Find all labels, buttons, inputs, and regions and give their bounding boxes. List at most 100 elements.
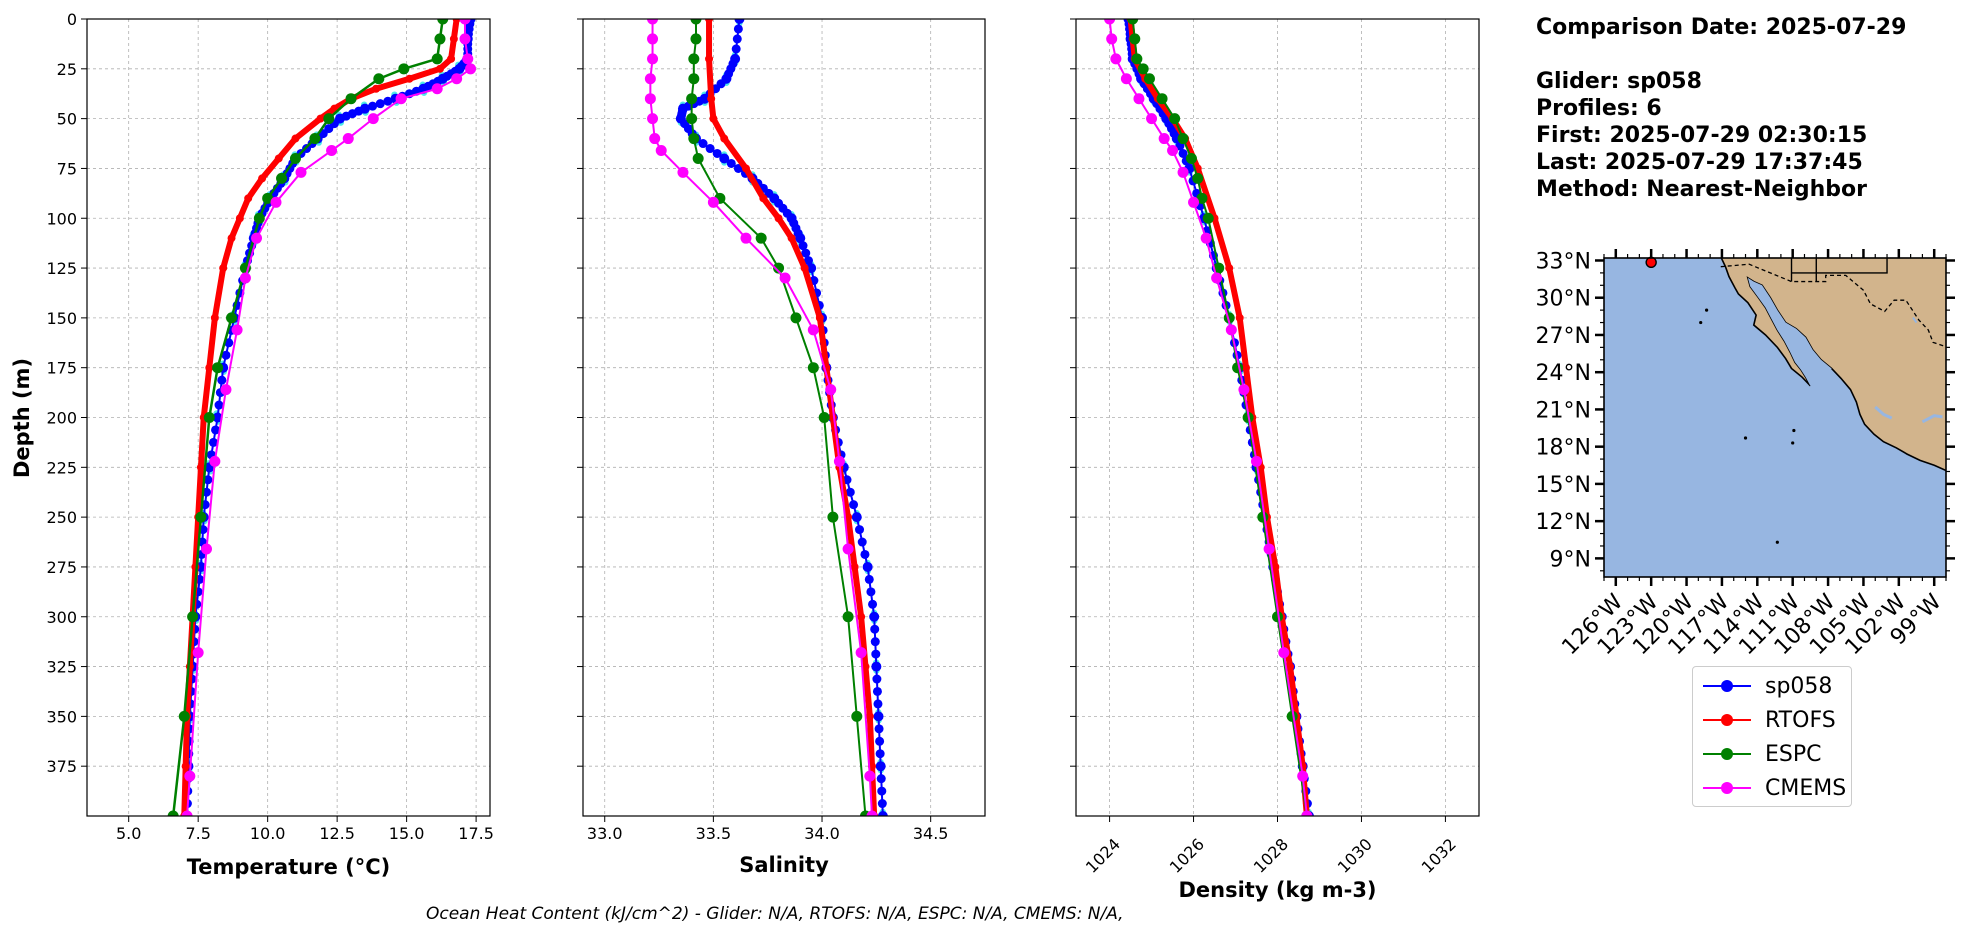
series-point-cmems bbox=[647, 53, 659, 65]
series-point-cmems bbox=[1158, 133, 1170, 145]
map-lat-label: 30°N bbox=[1536, 287, 1591, 312]
series-point-sp058 bbox=[873, 711, 884, 722]
series-point-cmems bbox=[295, 166, 307, 178]
series-point-sp058 bbox=[1169, 129, 1179, 139]
map-river bbox=[1912, 316, 1918, 324]
series-point-cmems bbox=[647, 33, 659, 45]
map-lat-label: 33°N bbox=[1536, 249, 1591, 274]
legend-label-sp058: sp058 bbox=[1765, 673, 1833, 699]
series-point-sp058 bbox=[375, 99, 385, 109]
series-point-sp058 bbox=[221, 350, 231, 360]
series-point-cmems bbox=[1120, 73, 1132, 85]
series-point-espc bbox=[203, 412, 215, 423]
x-axis-label: Salinity bbox=[739, 853, 829, 877]
y-tick-label: 150 bbox=[46, 309, 77, 328]
series-point-rtofs bbox=[372, 84, 381, 93]
series-point-espc bbox=[827, 511, 839, 523]
series-point-sp058 bbox=[726, 158, 736, 168]
series-point-cmems bbox=[220, 384, 232, 396]
map-lat-label: 12°N bbox=[1536, 510, 1591, 535]
x-tick-label: 17.5 bbox=[458, 824, 494, 843]
series-point-sp058 bbox=[719, 153, 730, 164]
series-point-cmems bbox=[201, 543, 213, 555]
panel-1-grid bbox=[87, 18, 490, 816]
series-point-sp058 bbox=[877, 811, 888, 816]
series-point-espc bbox=[1129, 33, 1141, 45]
series-point-espc bbox=[1257, 511, 1269, 523]
series-point-sp058 bbox=[874, 724, 884, 734]
x-tick-label: 15.0 bbox=[389, 824, 425, 843]
series-point-espc bbox=[818, 412, 830, 423]
series-point-sp058 bbox=[877, 799, 887, 809]
series-point-sp058 bbox=[211, 425, 221, 435]
x-axis-label: Temperature (°C) bbox=[187, 855, 390, 879]
series-point-espc bbox=[1202, 212, 1214, 224]
series-point-cmems bbox=[326, 145, 338, 157]
series-point-sp058 bbox=[849, 500, 859, 510]
series-point-rtofs bbox=[705, 54, 714, 63]
y-tick-label: 50 bbox=[57, 110, 77, 129]
profile-point-cyan bbox=[185, 817, 191, 823]
legend-item-cmems: CMEMS bbox=[1701, 773, 1846, 803]
series-point-sp058 bbox=[732, 34, 742, 44]
series-point-cmems bbox=[1225, 324, 1237, 336]
series-point-rtofs bbox=[181, 762, 190, 771]
series-point-cmems bbox=[740, 232, 752, 244]
series-point-rtofs bbox=[759, 194, 768, 203]
series-point-espc bbox=[807, 362, 819, 374]
series-point-rtofs bbox=[244, 194, 253, 203]
map-lat-label: 18°N bbox=[1536, 436, 1591, 461]
series-point-cmems bbox=[431, 83, 443, 95]
series-point-cmems bbox=[842, 543, 854, 555]
series-point-cmems bbox=[866, 810, 878, 816]
series-point-sp058 bbox=[871, 661, 882, 672]
legend-item-rtofs: RTOFS bbox=[1701, 705, 1836, 735]
series-point-rtofs bbox=[196, 463, 205, 472]
panel-3-series bbox=[1104, 19, 1314, 816]
series-point-sp058 bbox=[851, 512, 862, 523]
series-point-espc bbox=[790, 312, 802, 324]
panel-2-grid bbox=[583, 18, 985, 816]
map-lat-label: 21°N bbox=[1536, 398, 1591, 423]
series-point-espc bbox=[1196, 192, 1208, 204]
map-island bbox=[1705, 308, 1709, 312]
series-point-cmems bbox=[181, 810, 193, 816]
series-point-rtofs bbox=[1271, 562, 1280, 571]
series-point-sp058 bbox=[793, 228, 803, 238]
series-point-rtofs bbox=[435, 64, 444, 73]
series-point-espc bbox=[1143, 73, 1155, 85]
map-glider-marker bbox=[1645, 256, 1657, 269]
y-tick-label: 325 bbox=[46, 658, 77, 677]
x-tick-label: 1028 bbox=[1250, 835, 1292, 877]
series-point-sp058 bbox=[872, 686, 882, 696]
series-point-espc bbox=[212, 362, 224, 374]
panel-1-series bbox=[167, 19, 477, 823]
series-point-espc bbox=[262, 192, 274, 204]
series-point-espc bbox=[1169, 113, 1181, 125]
x-tick-label: 34.5 bbox=[913, 824, 949, 843]
ohc-footer: Ocean Heat Content (kJ/cm^2) - Glider: N… bbox=[426, 904, 1124, 924]
map-island bbox=[1699, 320, 1703, 325]
y-axis-label: Depth (m) bbox=[10, 358, 34, 478]
series-point-espc bbox=[755, 232, 767, 244]
series-point-sp058 bbox=[733, 24, 743, 34]
series-point-cmems bbox=[342, 133, 354, 145]
y-tick-label: 225 bbox=[46, 458, 77, 477]
series-point-sp058 bbox=[872, 674, 882, 684]
series-point-rtofs bbox=[741, 164, 750, 173]
profile-point-cyan bbox=[880, 817, 886, 823]
series-point-cmems bbox=[367, 113, 379, 125]
series-point-sp058 bbox=[864, 574, 874, 584]
series-point-rtofs bbox=[787, 234, 796, 243]
series-point-sp058 bbox=[782, 208, 792, 218]
series-point-sp058 bbox=[845, 487, 855, 497]
series-point-espc bbox=[688, 53, 700, 65]
y-tick-label: 75 bbox=[57, 159, 77, 178]
info-method: Method: Nearest-Neighbor bbox=[1536, 177, 1867, 202]
series-point-rtofs bbox=[452, 19, 461, 23]
map-lat-label: 27°N bbox=[1536, 324, 1591, 349]
series-point-sp058 bbox=[870, 624, 880, 634]
series-point-espc bbox=[434, 33, 446, 45]
series-point-rtofs bbox=[227, 234, 236, 243]
series-point-espc bbox=[692, 152, 704, 164]
